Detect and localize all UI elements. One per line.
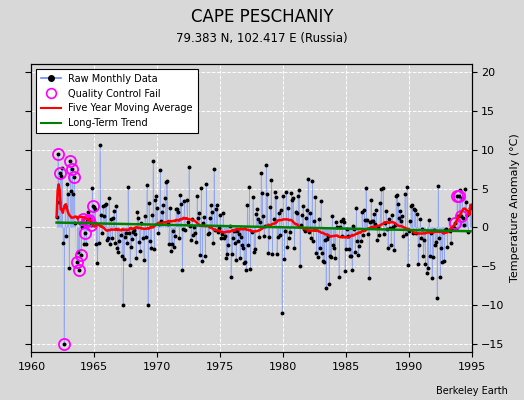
Legend: Raw Monthly Data, Quality Control Fail, Five Year Moving Average, Long-Term Tren: Raw Monthly Data, Quality Control Fail, … xyxy=(36,69,198,133)
Text: Berkeley Earth: Berkeley Earth xyxy=(436,386,508,396)
Text: 79.383 N, 102.417 E (Russia): 79.383 N, 102.417 E (Russia) xyxy=(176,32,348,45)
Y-axis label: Temperature Anomaly (°C): Temperature Anomaly (°C) xyxy=(510,134,520,282)
Text: CAPE PESCHANIY: CAPE PESCHANIY xyxy=(191,8,333,26)
